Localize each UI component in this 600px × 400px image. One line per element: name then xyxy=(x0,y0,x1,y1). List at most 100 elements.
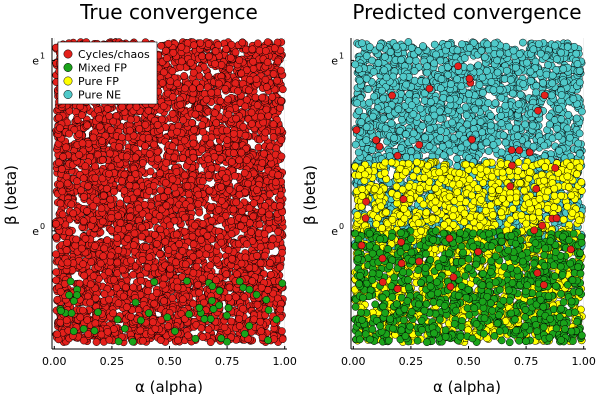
point-cycles-chaos xyxy=(56,124,64,133)
point-cycles-chaos xyxy=(162,158,171,167)
point-cycles-chaos xyxy=(237,148,246,157)
point-cycles-chaos xyxy=(152,289,161,297)
point-cycles-chaos xyxy=(126,175,135,183)
point-cycles-chaos xyxy=(207,203,215,212)
point-cycles-chaos xyxy=(269,120,278,129)
point-cycles-chaos xyxy=(73,177,81,186)
point-cycles-chaos xyxy=(131,153,140,162)
point-cycles-chaos xyxy=(144,212,153,221)
point-cycles-chaos xyxy=(268,93,277,101)
point-cycles-chaos xyxy=(229,129,238,138)
point-cycles-chaos xyxy=(212,255,221,264)
point-cycles-chaos xyxy=(176,144,185,152)
point-cycles-chaos xyxy=(122,152,131,161)
point-cycles-chaos xyxy=(63,258,72,267)
point-cycles-chaos xyxy=(113,234,122,242)
point-mixed-fp xyxy=(79,325,88,333)
point-cycles-chaos xyxy=(105,336,114,344)
point-cycles-chaos xyxy=(235,190,244,199)
point-cycles-chaos xyxy=(237,69,246,78)
point-cycles-chaos xyxy=(53,295,62,304)
point-cycles-chaos xyxy=(123,195,131,204)
point-cycles-chaos xyxy=(208,216,216,225)
point-cycles-chaos xyxy=(158,79,167,87)
point-cycles-chaos xyxy=(168,142,177,151)
point-cycles-chaos xyxy=(118,177,126,185)
point-cycles-chaos xyxy=(225,283,234,292)
point-cycles-chaos xyxy=(144,134,153,142)
point-cycles-chaos xyxy=(201,134,210,142)
point-cycles-chaos xyxy=(266,259,274,267)
point-cycles-chaos xyxy=(62,143,70,152)
point-mixed-fp xyxy=(264,306,273,314)
point-cycles-chaos xyxy=(248,277,257,285)
point-cycles-chaos xyxy=(91,162,100,171)
point-cycles-chaos xyxy=(190,41,198,50)
point-cycles-chaos xyxy=(79,174,88,183)
point-mixed-fp xyxy=(208,282,217,291)
point-mixed-fp xyxy=(191,334,200,343)
point-mixed-fp xyxy=(224,304,233,312)
point-cycles-chaos xyxy=(153,121,162,129)
point-cycles-chaos xyxy=(178,295,187,304)
point-cycles-chaos xyxy=(77,244,86,253)
point-mixed-fp xyxy=(278,279,287,288)
y-tick-label: e xyxy=(32,225,39,238)
point-cycles-chaos xyxy=(168,109,177,118)
point-cycles-chaos xyxy=(204,325,213,334)
point-cycles-chaos xyxy=(188,232,197,241)
point-cycles-chaos xyxy=(107,213,116,222)
point-mixed-fp xyxy=(163,313,172,322)
point-cycles-chaos xyxy=(86,280,95,289)
point-cycles-chaos xyxy=(98,156,107,164)
point-cycles-chaos xyxy=(109,309,117,318)
point-cycles-chaos xyxy=(205,52,213,61)
point-cycles-chaos xyxy=(227,317,236,326)
point-cycles-chaos xyxy=(106,251,115,260)
y-tick-label: e xyxy=(32,54,39,67)
point-cycles-chaos xyxy=(217,238,226,247)
point-cycles-chaos xyxy=(270,44,279,53)
point-mixed-fp xyxy=(131,298,140,307)
point-cycles-chaos xyxy=(278,248,286,257)
point-cycles-chaos xyxy=(217,61,226,69)
point-cycles-chaos xyxy=(135,125,144,133)
point-cycles-chaos xyxy=(247,108,256,117)
point-cycles-chaos xyxy=(103,184,111,193)
point-cycles-chaos xyxy=(138,255,147,264)
point-cycles-chaos xyxy=(184,331,192,340)
point-cycles-chaos xyxy=(172,168,181,176)
panel1-points xyxy=(351,38,586,347)
point-cycles-chaos xyxy=(114,212,122,220)
true-convergence-xlabel: α (alpha) xyxy=(135,378,203,396)
legend-label: Cycles/chaos xyxy=(78,48,150,61)
point-cycles-chaos xyxy=(261,128,270,137)
point-cycles-chaos xyxy=(91,242,99,250)
point-cycles-chaos xyxy=(198,177,207,186)
point-cycles-chaos xyxy=(95,114,104,123)
point-cycles-chaos xyxy=(240,293,249,302)
point-cycles-chaos xyxy=(80,271,89,280)
point-cycles-chaos xyxy=(168,93,177,101)
predicted-convergence-title: Predicted convergence xyxy=(352,0,581,24)
point-cycles-chaos xyxy=(83,316,92,324)
point-cycles-chaos xyxy=(238,38,247,47)
point-mixed-fp xyxy=(113,315,122,324)
point-cycles-chaos xyxy=(52,233,61,241)
point-cycles-chaos xyxy=(274,57,282,66)
point-mixed-fp xyxy=(150,278,159,286)
point-cycles-chaos xyxy=(129,270,138,279)
point-cycles-chaos xyxy=(78,111,86,120)
point-cycles-chaos xyxy=(121,283,130,292)
point-cycles-chaos xyxy=(52,250,60,259)
point-cycles-chaos xyxy=(176,100,185,109)
point-cycles-chaos xyxy=(80,193,88,201)
point-cycles-chaos xyxy=(62,246,71,255)
point-cycles-chaos xyxy=(144,106,153,115)
point-mixed-fp xyxy=(70,297,78,305)
point-cycles-chaos xyxy=(256,259,265,267)
point-cycles-chaos xyxy=(246,75,254,84)
point-cycles-chaos xyxy=(107,226,116,235)
point-cycles-chaos xyxy=(189,299,198,308)
point-cycles-chaos xyxy=(235,315,243,323)
